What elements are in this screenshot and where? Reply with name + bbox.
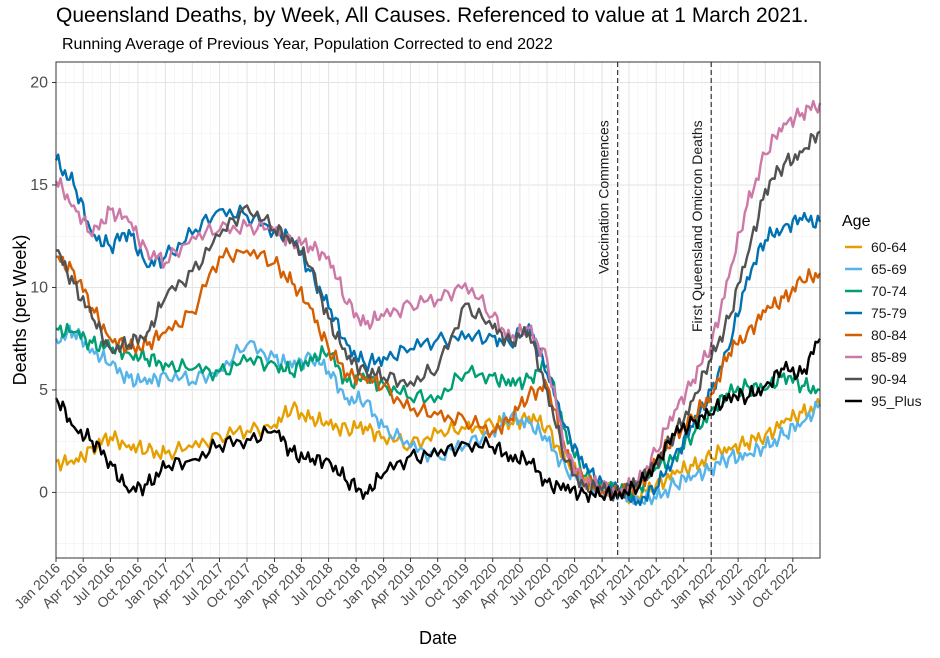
legend-label: 80-84: [871, 327, 907, 343]
event-markers: Vaccination Commences First Queensland Om…: [596, 62, 712, 558]
chart-subtitle: Running Average of Previous Year, Popula…: [62, 36, 553, 53]
series-lines: [54, 99, 822, 507]
series-line-90-94: [55, 130, 821, 502]
legend-label: 90-94: [871, 371, 907, 387]
legend-label: 70-74: [871, 283, 907, 299]
series-line-60-64: [55, 397, 822, 505]
legend-label: 60-64: [871, 239, 907, 255]
series-line-95_Plus: [54, 338, 822, 503]
legend: Age 60-64 65-69 70-74 75-79 80-84 85-89 90-94 9…: [842, 213, 922, 409]
legend-label: 85-89: [871, 349, 907, 365]
chart-title: Queensland Deaths, by Week, All Causes. …: [56, 4, 809, 27]
legend-label: 75-79: [871, 305, 907, 321]
y-axis-ticks: 0 5 10 15 20: [30, 74, 56, 501]
y-tick-label: 5: [39, 382, 48, 399]
series-line-65-69: [54, 324, 821, 506]
event-label: Vaccination Commences: [596, 120, 612, 274]
legend-title: Age: [842, 213, 871, 230]
y-tick-label: 15: [30, 177, 48, 194]
event-label: First Queensland Omicron Deaths: [689, 120, 705, 332]
series-line-80-84: [56, 247, 822, 502]
y-tick-label: 10: [30, 279, 48, 296]
x-axis-title: Date: [419, 628, 457, 648]
legend-label: 65-69: [871, 261, 907, 277]
series-line-85-89: [54, 99, 822, 498]
y-tick-label: 0: [39, 484, 48, 501]
y-tick-label: 20: [30, 74, 48, 91]
y-axis-title: Deaths (per Week): [10, 235, 30, 386]
legend-label: 95_Plus: [871, 393, 922, 409]
